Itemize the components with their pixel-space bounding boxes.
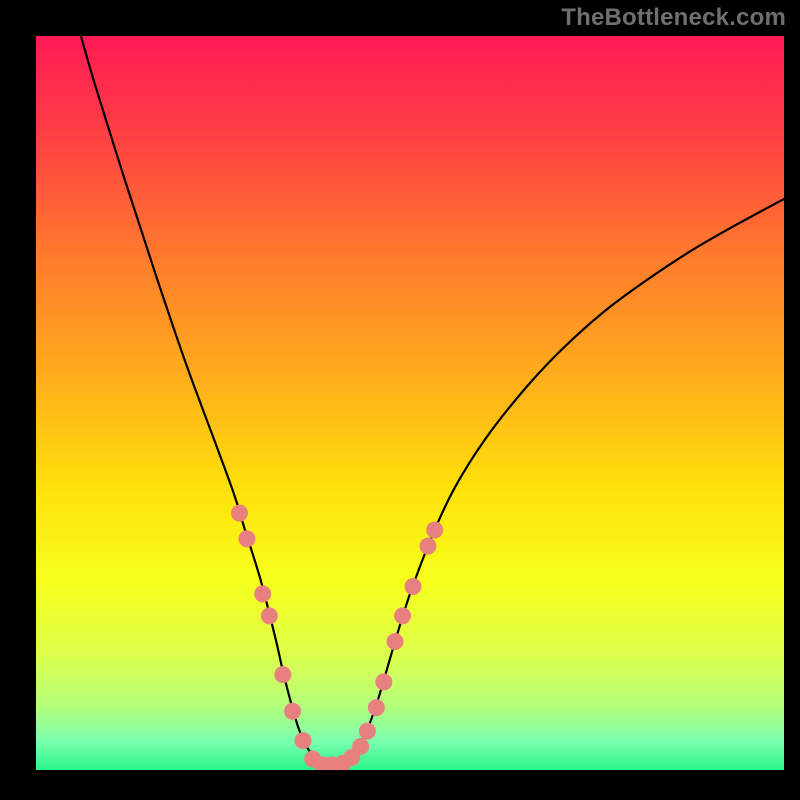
data-point xyxy=(394,607,411,624)
data-point xyxy=(387,633,404,650)
data-point xyxy=(368,699,385,716)
data-point xyxy=(274,666,291,683)
data-point xyxy=(352,738,369,755)
attribution-text: TheBottleneck.com xyxy=(561,4,786,32)
chart-background xyxy=(36,36,784,770)
data-point xyxy=(284,703,301,720)
data-point xyxy=(295,732,312,749)
bottleneck-chart xyxy=(36,36,784,770)
stage: TheBottleneck.com xyxy=(0,0,800,800)
data-point xyxy=(426,521,443,538)
data-point xyxy=(359,723,376,740)
data-point xyxy=(254,585,271,602)
data-point xyxy=(419,538,436,555)
data-point xyxy=(375,673,392,690)
data-point xyxy=(238,530,255,547)
data-point xyxy=(231,505,248,522)
data-point xyxy=(261,607,278,624)
data-point xyxy=(404,578,421,595)
